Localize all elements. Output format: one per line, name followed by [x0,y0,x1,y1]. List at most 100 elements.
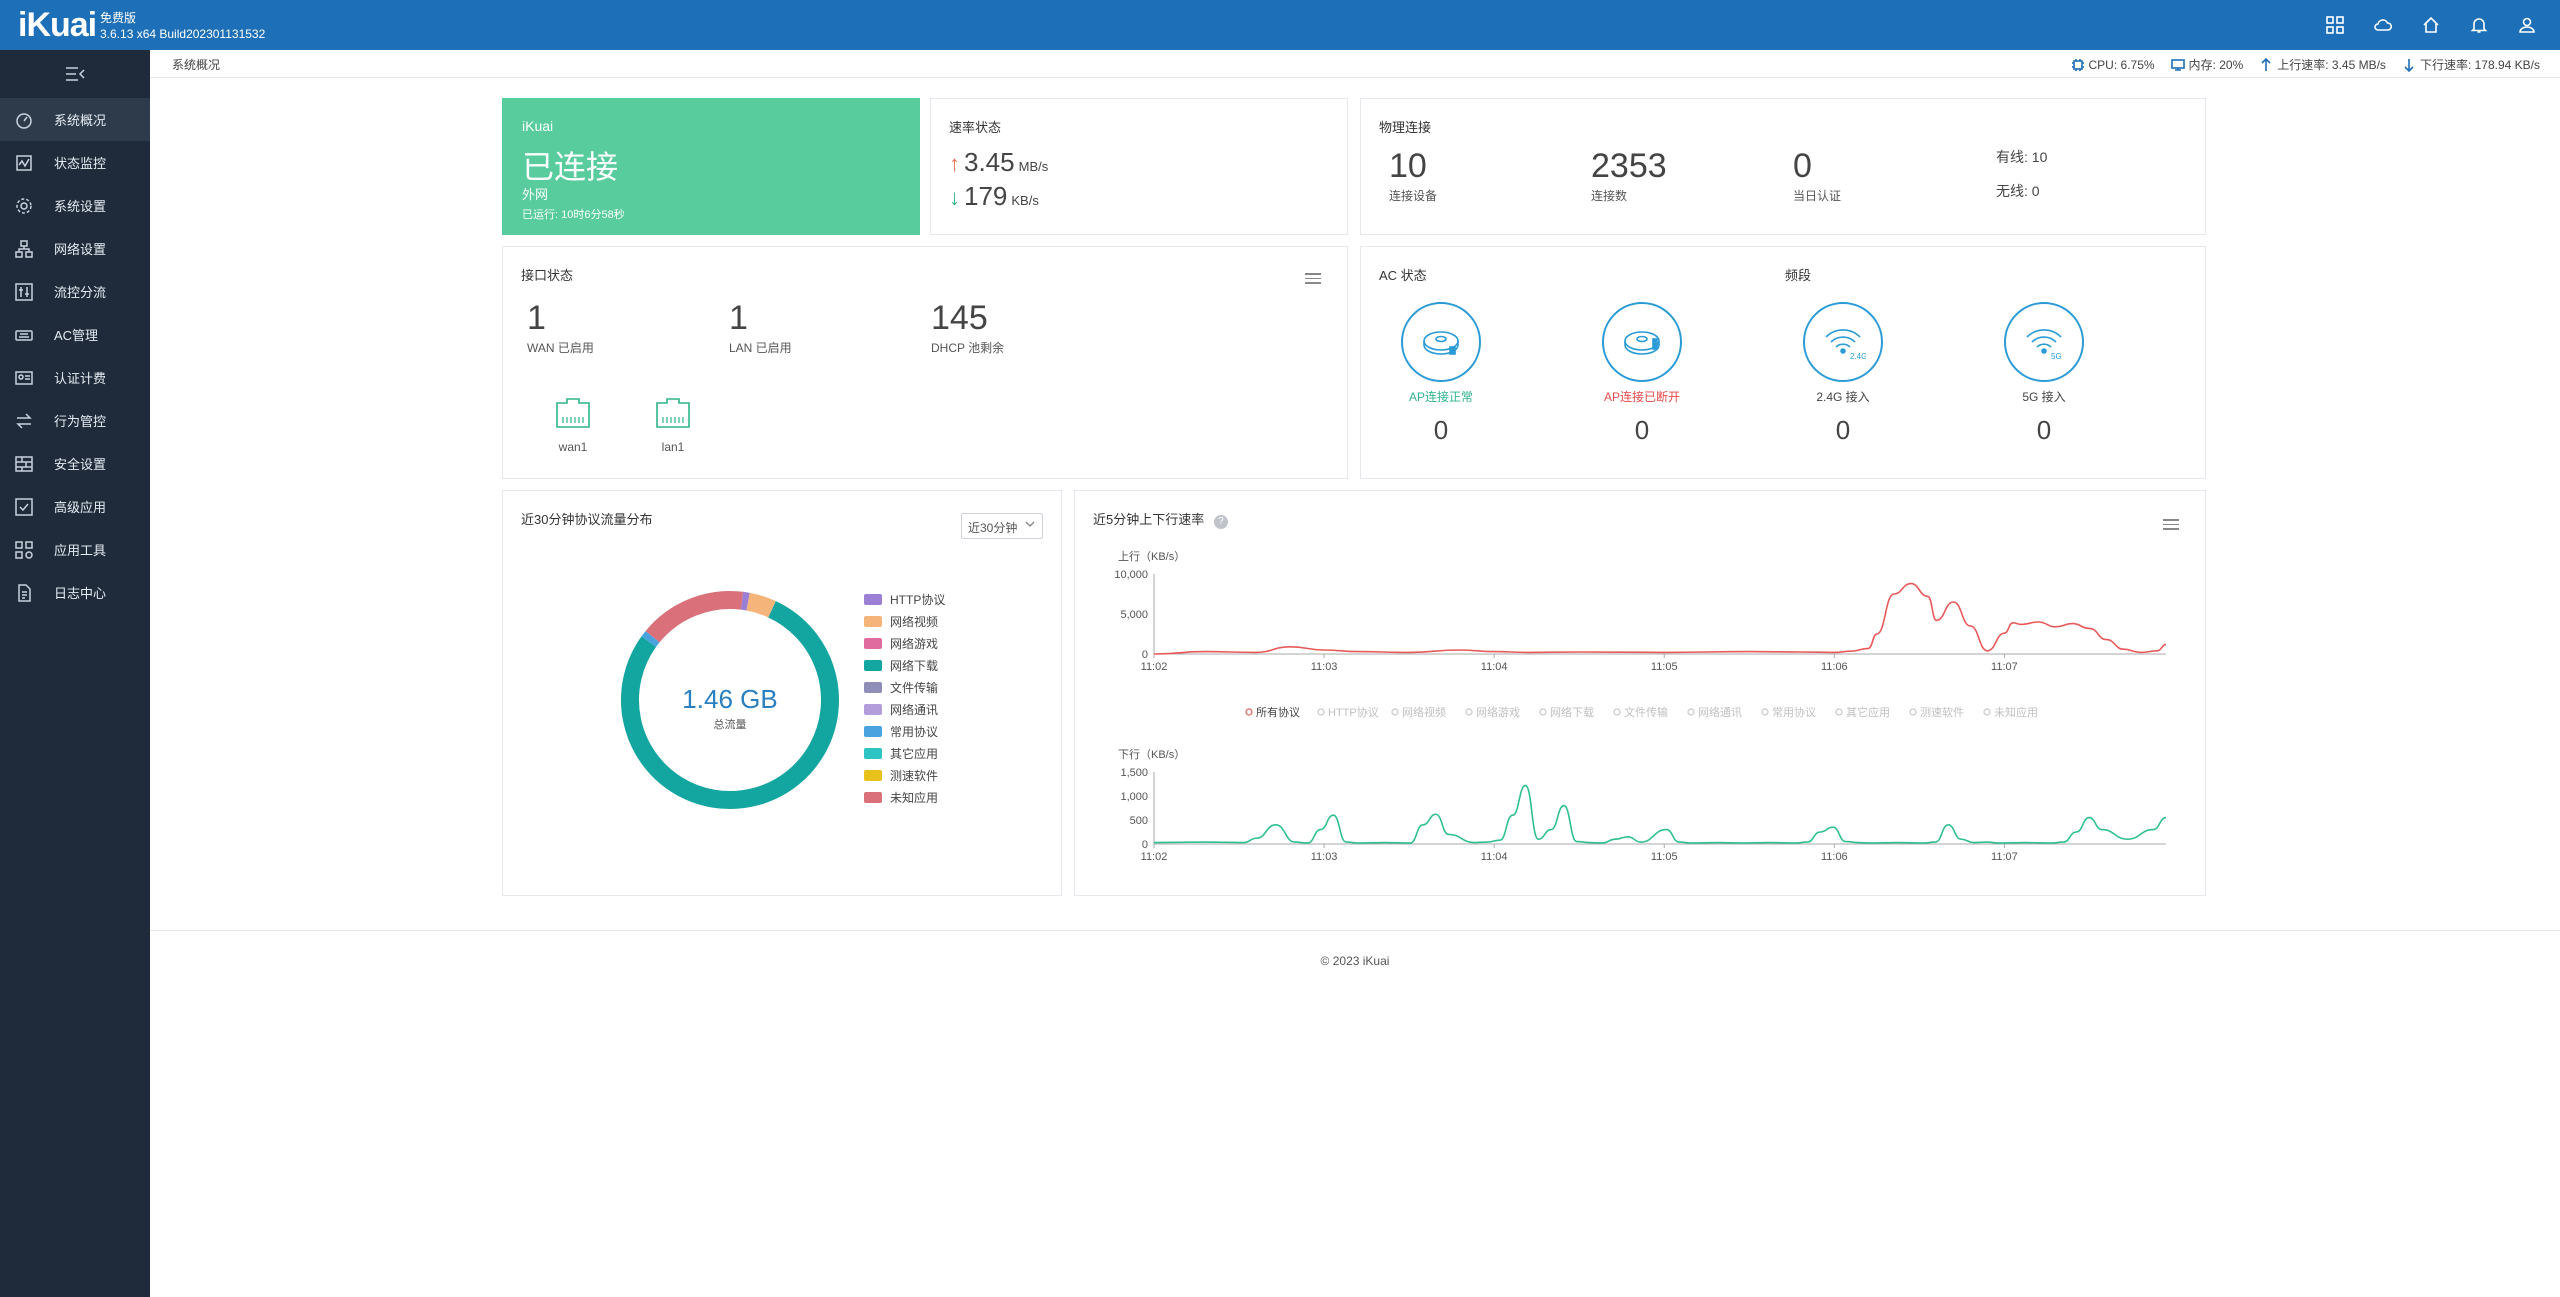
dhcp-remaining: 145 DHCP 池剩余 [931,299,1005,355]
firewall-icon [15,455,33,472]
series-legend-item[interactable]: 网络通讯 [1698,705,1742,719]
legend-swatch [864,615,882,627]
series-legend-item[interactable]: HTTP协议 [1328,705,1379,719]
copyright: © 2023 iKuai [1320,954,1390,968]
ap-offline[interactable]: AP连接已断开 0 [1577,302,1707,446]
sidebar-item-2[interactable]: 状态监控 [0,141,150,184]
legend-item[interactable]: 其它应用 [864,742,945,764]
sidebar-item-11[interactable]: 应用工具 [0,528,150,571]
band-2-4g[interactable]: 2.4G 2.4G 接入 0 [1778,302,1908,446]
auth-count[interactable]: 0 当日认证 [1793,147,1842,203]
legend-item[interactable]: 网络游戏 [864,632,945,654]
help-icon[interactable]: ? [1213,515,1228,529]
legend-item[interactable]: 测速软件 [864,764,945,786]
rate-status-card: 速率状态 ↑ 3.45 MB/s ↓ 179 KB/s [930,98,1348,235]
upload-rate-value: 3.45 [964,147,1015,177]
sidebar-item-4[interactable]: 网络设置 [0,227,150,270]
legend-item[interactable]: 文件传输 [864,676,945,698]
donut-slice[interactable] [621,601,839,809]
legend-item[interactable]: HTTP协议 [864,588,945,610]
legend-swatch [864,725,882,737]
legend-swatch [864,747,882,759]
band-5g[interactable]: 5G 5G 接入 0 [1979,302,2109,446]
sidebar-item-10[interactable]: 高级应用 [0,485,150,528]
interface-status-card: 接口状态 1 WAN 已启用 1 LAN 已启用 145 DHCP 池剩余 wa… [502,246,1348,479]
memory-icon [2170,58,2185,71]
legend-marker[interactable] [1613,708,1621,716]
tools-icon [15,540,33,559]
user-icon[interactable] [2516,14,2538,36]
check-box-icon [15,497,33,516]
wan-connection-status: 已连接 [522,149,619,185]
legend-marker[interactable] [1983,708,1991,716]
legend-item[interactable]: 网络视频 [864,610,945,632]
device-count[interactable]: 10 连接设备 [1389,147,1438,203]
sidebar-item-1[interactable]: 系统概况 [0,98,150,141]
upload-y-tick-label: 5,000 [1120,609,1148,621]
legend-marker[interactable] [1761,708,1769,716]
legend-item[interactable]: 网络通讯 [864,698,945,720]
upload-x-tick-label: 11:04 [1481,661,1508,673]
legend-marker[interactable] [1465,708,1473,716]
sidebar-item-6[interactable]: AC管理 [0,313,150,356]
wan-status-card[interactable]: iKuai 已连接 外网 已运行: 10时6分58秒 [502,98,920,235]
legend-marker[interactable] [1539,708,1547,716]
port-wan1[interactable]: wan1 [543,395,603,454]
donut-slice[interactable] [645,591,744,643]
build-label: 3.6.13 x64 Build202301131532 [100,27,266,41]
lan-enabled: 1 LAN 已启用 [729,299,792,355]
legend-marker[interactable] [1317,708,1325,716]
connection-count[interactable]: 2353 连接数 [1591,147,1667,203]
sidebar-item-label: 行为管控 [54,414,107,429]
download-x-tick-label: 11:05 [1651,851,1678,863]
series-legend-item[interactable]: 文件传输 [1624,705,1668,719]
access-point-icon [1423,331,1459,355]
legend-marker[interactable] [1687,708,1695,716]
legend-marker[interactable] [1391,708,1399,716]
sidebar-item-8[interactable]: 行为管控 [0,399,150,442]
sidebar-item-12[interactable]: 日志中心 [0,571,150,614]
time-range-select[interactable]: 近30分钟 [961,513,1043,539]
series-legend-item[interactable]: 常用协议 [1772,705,1816,719]
apps-icon[interactable] [2324,14,2346,36]
svg-text:5G: 5G [2051,352,2062,361]
series-legend-item[interactable]: 网络游戏 [1476,705,1520,719]
ac-status-card: AC 状态 频段 AP连接正常 0 AP连接已断开 0 2.4G 2.4G 接入… [1360,246,2206,479]
menu-icon[interactable] [2163,519,2179,531]
sidebar-item-5[interactable]: 流控分流 [0,270,150,313]
cpu-icon [2071,58,2084,71]
donut-slice[interactable] [641,630,660,647]
legend-marker[interactable] [1835,708,1843,716]
interface-title: 接口状态 [521,268,574,283]
series-legend-item[interactable]: 未知应用 [1994,705,2038,719]
wifi-2-4g-icon: 2.4G [1825,329,1866,361]
download-series-line[interactable] [1153,784,2167,844]
upload-series-line[interactable] [1153,582,2167,655]
series-legend-item[interactable]: 其它应用 [1846,705,1890,719]
menu-icon[interactable] [1305,273,1321,285]
ap-online[interactable]: AP连接正常 0 [1376,302,1506,446]
donut-slice[interactable] [746,592,776,618]
collapse-menu-icon[interactable] [0,50,150,98]
donut-slice[interactable] [740,591,750,611]
series-legend-item[interactable]: 网络下载 [1550,705,1594,719]
legend-item[interactable]: 网络下载 [864,654,945,676]
series-legend-item[interactable]: 测速软件 [1920,705,1964,719]
port-lan1[interactable]: lan1 [643,395,703,454]
sidebar-item-7[interactable]: 认证计费 [0,356,150,399]
legend-marker[interactable] [1909,708,1917,716]
sidebar-item-3[interactable]: 系统设置 [0,184,150,227]
home-icon[interactable] [2420,14,2442,36]
log-icon [18,583,31,602]
legend-item[interactable]: 未知应用 [864,786,945,808]
series-legend-item[interactable]: 网络视频 [1402,705,1446,719]
sidebar-item-9[interactable]: 安全设置 [0,442,150,485]
bell-icon[interactable] [2468,14,2490,36]
logo[interactable]: iKuai [18,6,97,44]
cloud-icon[interactable] [2372,14,2394,36]
legend-marker[interactable] [1245,708,1253,716]
download-x-tick-label: 11:07 [1991,851,2018,863]
legend-item[interactable]: 常用协议 [864,720,945,742]
arrows-icon [16,412,32,429]
series-legend-item[interactable]: 所有协议 [1256,705,1300,719]
